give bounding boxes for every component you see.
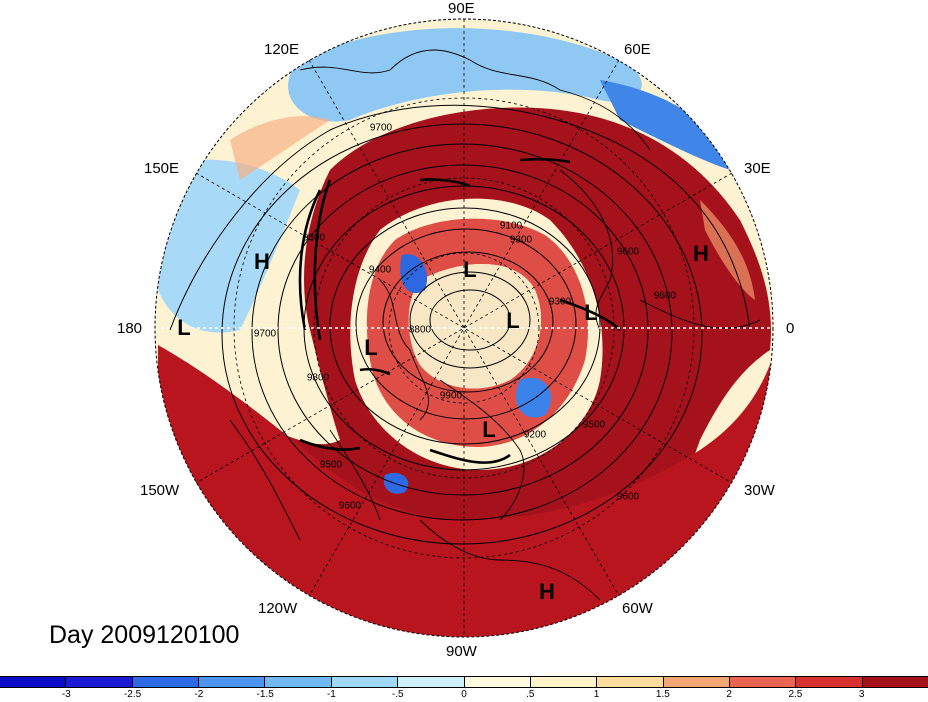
high-pressure-marker: H [693,241,709,266]
contour-label: 9400 [368,264,392,276]
positive-anomaly-south [158,345,773,637]
colorbar-tick-label: 1 [593,689,600,700]
low-pressure-marker: L [584,300,598,325]
colorbar-cell [66,677,133,687]
colorbar-tick-label: .5 [526,689,535,700]
colorbar-cell [663,677,730,687]
colorbar-tick-label: 1.5 [655,689,670,700]
colorbar-cell [265,677,332,687]
contour-label: 9100 [499,220,523,232]
negative-anomaly-northeast [600,80,730,170]
contour-label: 9600 [338,500,362,512]
contour-label: 9800 [302,232,326,244]
lon-label-30e: 30E [744,160,771,177]
colorbar-tick-label: 3 [858,689,865,700]
transition-band-east [700,200,755,300]
polar-stereographic-map [154,18,774,638]
low-pressure-marker: L [177,315,191,340]
lon-label-30w: 30W [744,482,775,499]
colorbar-cell [597,677,664,687]
contour-label: 9700 [369,122,393,134]
contour-label: 9600 [616,491,640,503]
lon-label-60w: 60W [622,600,653,617]
contour-label: 9500 [582,419,606,431]
graticule [155,19,773,637]
colorbar-cell [796,677,863,687]
contour-label: 8800 [408,324,432,336]
colorbar [0,676,928,688]
colorbar-cell [729,677,797,687]
lon-label-180: 180 [117,320,143,337]
negative-anomaly-north [288,28,642,122]
contour-label: 9500 [319,459,343,471]
colorbar-tick-label: 0 [461,689,467,700]
contour-label: 9200 [523,429,547,441]
lon-label-150e: 150E [144,160,180,177]
contour-label: 9300 [509,234,533,246]
colorbar-cell [199,677,266,687]
contour-label: 9600 [653,290,677,302]
colorbar-cell [530,677,598,687]
colorbar-tick-label: -2.5 [123,689,142,700]
colorbar-cell [464,677,531,687]
colorbar-cell [132,677,200,687]
colorbar-tick-label: 2 [726,689,732,700]
map-border [154,18,774,638]
low-pressure-marker: L [482,417,496,442]
colorbar-tick-label: -2 [194,689,204,700]
high-pressure-marker: H [539,579,555,604]
lon-label-90e: 90E [448,0,475,17]
high-pressure-marker: H [254,249,270,274]
colorbar-tick-label: -1.5 [256,689,274,700]
lon-label-120e: 120E [264,41,300,58]
lon-label-120w: 120W [258,600,298,617]
lon-label-150w: 150W [140,482,180,499]
coastlines [229,49,761,601]
date-title: Day 2009120100 [49,621,240,649]
contour-label: 9600 [616,246,640,258]
contour-label: 9700 [253,328,277,340]
colorbar-tick-label: -3 [61,689,71,700]
lon-label-0: 0 [786,320,795,337]
low-pressure-marker: L [364,335,378,360]
contour-label: 9300 [548,296,572,308]
low-pressure-marker: L [463,257,477,282]
low-pressure-marker: L [506,308,520,333]
lon-label-90w: 90W [446,643,477,660]
colorbar-ticks: -3 -2.5 -2 -1.5 -1 -.5 0 .5 1 1.5 2 2.5 3 [0,689,928,702]
contour-label: 9800 [306,372,330,384]
negative-anomaly-west [155,159,300,333]
colorbar-cell [862,677,928,687]
contour-label: 9900 [439,390,463,402]
colorbar-cell [331,677,399,687]
lon-label-60e: 60E [624,41,651,58]
jet-streaks [298,157,621,464]
blue-core-atlantic [516,377,551,418]
colorbar-cell [398,677,465,687]
colorbar-tick-label: -.5 [391,689,404,700]
colorbar-cell [0,677,67,687]
transition-band-northwest [230,116,330,180]
colorbar-tick-label: -1 [326,689,336,700]
colorbar-tick-label: 2.5 [788,689,803,700]
